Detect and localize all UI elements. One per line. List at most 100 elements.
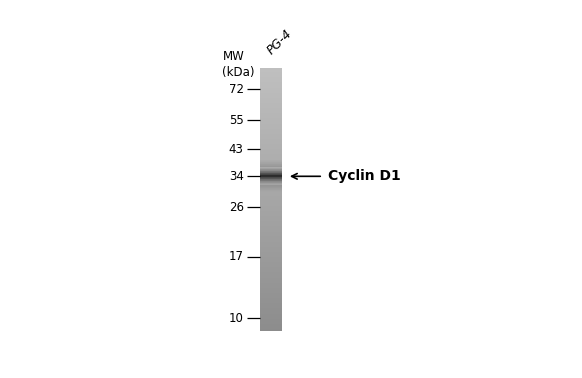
- Bar: [260, 96, 282, 97]
- Bar: [260, 150, 282, 151]
- Bar: [260, 131, 282, 132]
- Bar: [260, 308, 282, 309]
- Bar: [260, 163, 282, 164]
- Bar: [260, 288, 282, 289]
- Bar: [260, 277, 282, 278]
- Bar: [260, 314, 282, 315]
- Bar: [260, 206, 282, 208]
- Bar: [260, 113, 282, 115]
- Bar: [260, 124, 282, 125]
- Bar: [260, 293, 282, 294]
- Bar: [260, 229, 282, 231]
- Bar: [260, 78, 282, 79]
- Bar: [260, 118, 282, 119]
- Bar: [260, 309, 282, 310]
- Bar: [260, 235, 282, 236]
- Bar: [260, 234, 282, 235]
- Bar: [260, 180, 282, 181]
- Text: PG-4: PG-4: [264, 27, 294, 57]
- Bar: [260, 167, 282, 168]
- Bar: [260, 85, 282, 86]
- Bar: [260, 68, 282, 69]
- Bar: [260, 95, 282, 96]
- Bar: [260, 127, 282, 128]
- Bar: [260, 197, 282, 198]
- Bar: [260, 93, 282, 94]
- Bar: [260, 94, 282, 96]
- Bar: [260, 320, 282, 321]
- Bar: [260, 237, 282, 238]
- Bar: [260, 265, 282, 266]
- Bar: [260, 326, 282, 327]
- Bar: [260, 148, 282, 149]
- Bar: [260, 130, 282, 132]
- Bar: [260, 143, 282, 144]
- Bar: [260, 70, 282, 71]
- Bar: [260, 207, 282, 208]
- Bar: [260, 233, 282, 234]
- Bar: [260, 325, 282, 326]
- Bar: [260, 313, 282, 314]
- Bar: [260, 166, 282, 167]
- Bar: [260, 302, 282, 303]
- Bar: [260, 309, 282, 310]
- Bar: [260, 141, 282, 142]
- Text: 10: 10: [229, 312, 244, 325]
- Bar: [260, 129, 282, 130]
- Bar: [260, 189, 282, 191]
- Bar: [260, 91, 282, 92]
- Bar: [260, 306, 282, 307]
- Bar: [260, 135, 282, 136]
- Bar: [260, 127, 282, 128]
- Bar: [260, 217, 282, 218]
- Bar: [260, 102, 282, 103]
- Bar: [260, 104, 282, 105]
- Bar: [260, 71, 282, 73]
- Bar: [260, 89, 282, 90]
- Bar: [260, 282, 282, 283]
- Bar: [260, 273, 282, 274]
- Bar: [260, 237, 282, 238]
- Bar: [260, 213, 282, 214]
- Bar: [260, 90, 282, 91]
- Bar: [260, 251, 282, 252]
- Bar: [260, 261, 282, 262]
- Bar: [260, 132, 282, 133]
- Bar: [260, 204, 282, 206]
- Bar: [260, 294, 282, 295]
- Bar: [260, 266, 282, 267]
- Bar: [260, 222, 282, 223]
- Bar: [260, 170, 282, 171]
- Bar: [260, 327, 282, 328]
- Bar: [260, 199, 282, 200]
- Bar: [260, 211, 282, 212]
- Bar: [260, 200, 282, 201]
- Bar: [260, 298, 282, 299]
- Bar: [260, 162, 282, 163]
- Bar: [260, 254, 282, 255]
- Bar: [260, 205, 282, 206]
- Bar: [260, 98, 282, 99]
- Bar: [260, 146, 282, 147]
- Bar: [260, 125, 282, 126]
- Bar: [260, 157, 282, 158]
- Bar: [260, 259, 282, 260]
- Bar: [260, 110, 282, 111]
- Bar: [260, 254, 282, 255]
- Bar: [260, 304, 282, 305]
- Bar: [260, 287, 282, 288]
- Bar: [260, 94, 282, 95]
- Bar: [260, 316, 282, 318]
- Bar: [260, 140, 282, 141]
- Bar: [260, 212, 282, 213]
- Bar: [260, 107, 282, 108]
- Bar: [260, 189, 282, 190]
- Bar: [260, 144, 282, 145]
- Bar: [260, 139, 282, 140]
- Bar: [260, 136, 282, 138]
- Bar: [260, 300, 282, 301]
- Bar: [260, 69, 282, 70]
- Bar: [260, 238, 282, 239]
- Bar: [260, 172, 282, 173]
- Bar: [260, 258, 282, 259]
